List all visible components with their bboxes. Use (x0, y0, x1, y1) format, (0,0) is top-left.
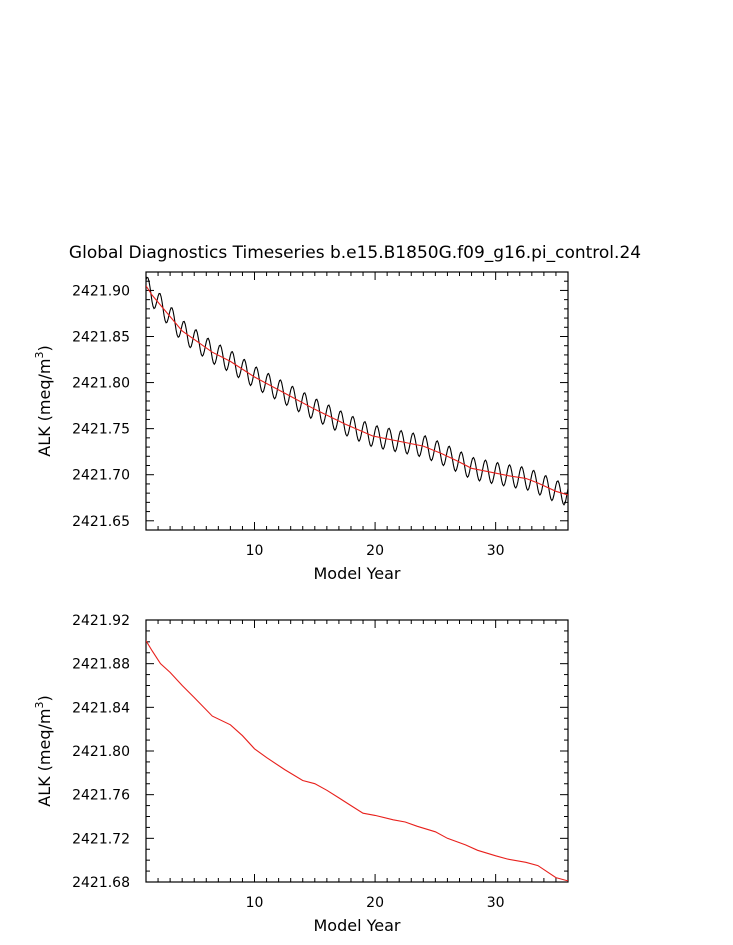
x-tick-label: 20 (366, 543, 384, 559)
y-tick-label: 2421.70 (72, 468, 130, 484)
y-tick-label: 2421.72 (72, 831, 130, 847)
smoothed-series-line (146, 285, 568, 496)
plot-frame (145, 619, 569, 883)
y-axis-label-end: ) (35, 345, 54, 351)
plot-frame (145, 271, 569, 531)
y-axis-label-superscript: 3 (33, 352, 46, 359)
bottom-timeseries-panel: 10 20 30 2421.68 2421.72 2421.76 2421.80 2421.8… (33, 613, 569, 935)
y-tick-label: 2421.68 (72, 875, 130, 891)
y-axis-label-main: ALK (meq/m (35, 359, 54, 457)
y-axis-label: ALK (meq/m3) (33, 695, 54, 807)
smoothed-series-line (146, 640, 568, 882)
x-tick-label: 20 (366, 895, 384, 911)
y-tick-label: 2421.92 (72, 613, 130, 629)
y-axis-label-main: ALK (meq/m (35, 709, 54, 807)
y-tick-label: 2421.75 (72, 422, 130, 438)
y-tick-label: 2421.90 (72, 283, 130, 299)
y-tick-label: 2421.65 (72, 514, 130, 530)
figure-title: Global Diagnostics Timeseries b.e15.B185… (69, 243, 641, 263)
x-axis-label: Model Year (314, 564, 401, 583)
y-axis-label-end: ) (35, 695, 54, 701)
x-tick-label: 30 (487, 895, 505, 911)
x-tick-label: 10 (246, 543, 264, 559)
y-axis-label-superscript: 3 (33, 702, 46, 709)
x-axis-label: Model Year (314, 916, 401, 935)
x-tick-label: 10 (246, 895, 264, 911)
y-tick-label: 2421.76 (72, 788, 130, 804)
top-timeseries-panel: 10 20 30 2421.65 2421.70 2421.75 2421.80 2421.8… (33, 271, 569, 583)
monthly-series-line (146, 276, 568, 506)
y-tick-label: 2421.80 (72, 744, 130, 760)
y-axis-label: ALK (meq/m3) (33, 345, 54, 457)
y-tick-label: 2421.85 (72, 330, 130, 346)
y-tick-label: 2421.84 (72, 700, 130, 716)
y-tick-label: 2421.88 (72, 657, 130, 673)
x-tick-label: 30 (487, 543, 505, 559)
y-tick-label: 2421.80 (72, 376, 130, 392)
